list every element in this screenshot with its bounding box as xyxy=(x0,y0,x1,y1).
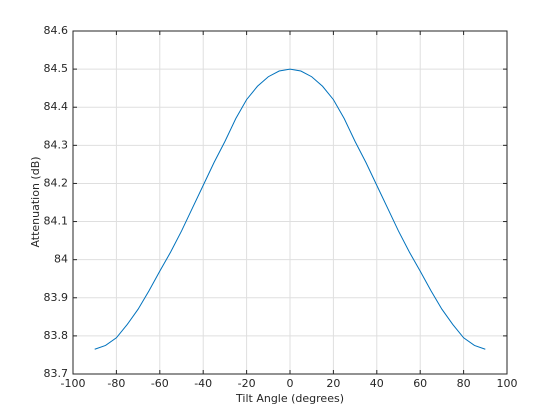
x-tick-label: -40 xyxy=(194,377,212,390)
y-tick-label: 83.8 xyxy=(44,329,69,342)
x-tick-label: -60 xyxy=(151,377,169,390)
x-tick-label: 20 xyxy=(326,377,340,390)
x-tick-label: -80 xyxy=(107,377,125,390)
y-tick-label: 84 xyxy=(54,253,68,266)
x-tick-label: 0 xyxy=(287,377,294,390)
x-tick-label: -20 xyxy=(238,377,256,390)
x-tick-label: -100 xyxy=(61,377,86,390)
data-line xyxy=(94,68,486,350)
x-tick-label: 60 xyxy=(413,377,427,390)
y-tick-label: 84.1 xyxy=(44,215,69,228)
y-tick-label: 84.2 xyxy=(44,176,69,189)
y-tick-label: 84.4 xyxy=(44,100,69,113)
x-tick-label: 80 xyxy=(457,377,471,390)
x-axis-label: Tilt Angle (degrees) xyxy=(235,392,344,405)
y-tick-label: 83.9 xyxy=(44,291,69,304)
y-tick-label: 84.6 xyxy=(44,24,69,37)
y-axis-label: Attenuation (dB) xyxy=(29,156,42,247)
x-tick-label: 40 xyxy=(370,377,384,390)
y-tick-label: 84.3 xyxy=(44,138,69,151)
x-tick-label: 100 xyxy=(497,377,518,390)
y-tick-label: 83.7 xyxy=(44,367,69,380)
y-tick-label: 84.5 xyxy=(44,62,69,75)
